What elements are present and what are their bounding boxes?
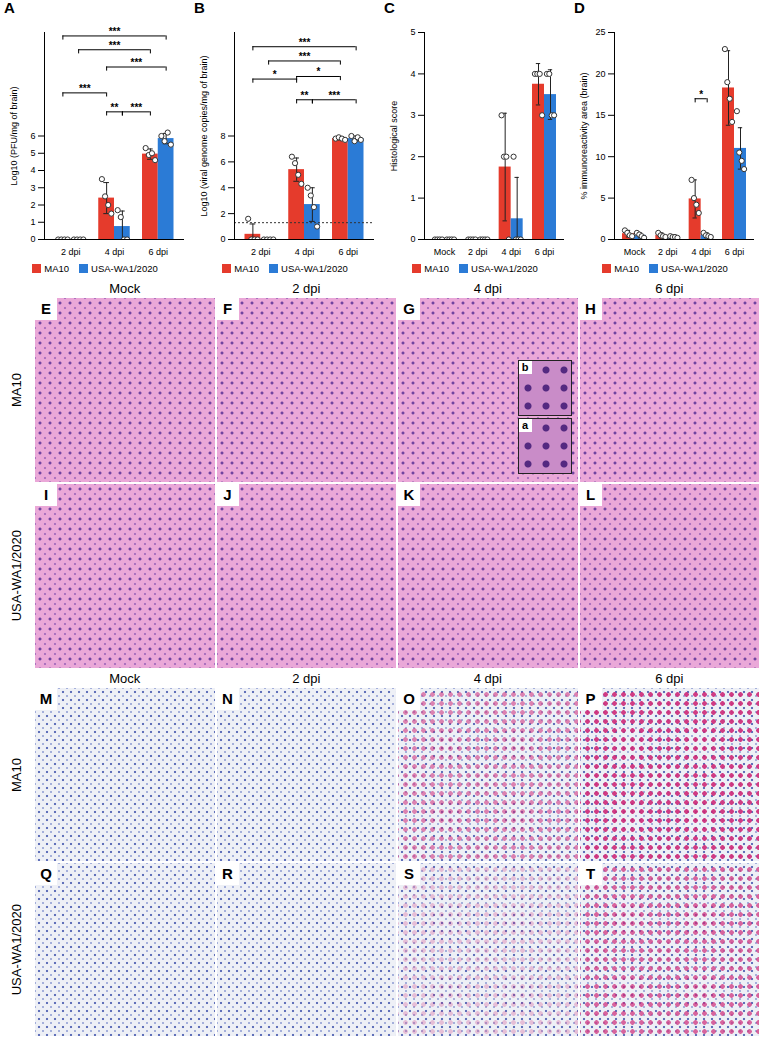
html-text:MA10: MA10 <box>614 263 639 274</box>
svg-text:Histological score: Histological score <box>389 101 399 172</box>
svg-text:6: 6 <box>220 157 225 167</box>
html-text:T: T <box>585 865 596 882</box>
html-text:2 dpi: 2 dpi <box>292 281 321 296</box>
svg-text:3: 3 <box>30 183 35 193</box>
svg-text:***: *** <box>131 57 143 68</box>
svg-text:0: 0 <box>600 234 605 244</box>
html-text:I: I <box>43 486 49 503</box>
svg-text:3: 3 <box>410 110 415 120</box>
html-text:H: H <box>585 300 596 317</box>
svg-text:*: * <box>699 89 703 100</box>
html-text:USA-WA1/2020: USA-WA1/2020 <box>91 263 158 274</box>
svg-text:Log10 (PFU/mg of brain): Log10 (PFU/mg of brain) <box>9 86 19 185</box>
svg-text:Mock: Mock <box>434 247 456 257</box>
html-text:R: R <box>222 865 233 882</box>
html-text:S: S <box>404 865 414 882</box>
html-text:MA10: MA10 <box>234 263 259 274</box>
html-text:A: A <box>4 0 15 16</box>
html-text:Mock: Mock <box>109 281 141 296</box>
svg-text:*: * <box>317 66 321 77</box>
svg-text:*: * <box>273 69 277 80</box>
svg-text:0: 0 <box>220 234 225 244</box>
svg-text:10: 10 <box>595 152 605 162</box>
svg-text:***: *** <box>328 90 340 101</box>
html-text:USA-WA1/2020: USA-WA1/2020 <box>8 530 24 622</box>
html-text:MA10: MA10 <box>424 263 449 274</box>
html-text:MA10: MA10 <box>44 263 69 274</box>
html-text:MA10: MA10 <box>8 757 24 792</box>
svg-text:***: *** <box>299 51 311 62</box>
svg-text:6: 6 <box>30 131 35 141</box>
svg-text:**: ** <box>301 90 309 101</box>
html-text:MA10: MA10 <box>8 373 24 407</box>
svg-text:Log10 (viral genome copies/mg: Log10 (viral genome copies/mg of brain) <box>199 55 209 216</box>
svg-text:8: 8 <box>220 131 225 141</box>
svg-text:***: *** <box>109 40 121 51</box>
html-text:M: M <box>39 690 53 707</box>
svg-text:2: 2 <box>30 200 35 210</box>
svg-text:0: 0 <box>30 234 35 244</box>
svg-text:***: *** <box>109 26 121 37</box>
svg-text:6 dpi: 6 dpi <box>338 247 358 257</box>
svg-text:1: 1 <box>30 217 35 227</box>
svg-text:5: 5 <box>30 148 35 158</box>
html-text:USA-WA1/2020: USA-WA1/2020 <box>661 263 728 274</box>
html-text:F: F <box>222 300 233 317</box>
html-text:USA-WA1/2020: USA-WA1/2020 <box>471 263 538 274</box>
svg-text:Mock: Mock <box>624 247 646 257</box>
html-text:N: N <box>222 690 233 707</box>
svg-text:2 dpi: 2 dpi <box>251 247 271 257</box>
svg-text:***: *** <box>79 83 91 94</box>
svg-text:2: 2 <box>220 209 225 219</box>
svg-text:20: 20 <box>595 69 605 79</box>
html-text:USA-WA1/2020: USA-WA1/2020 <box>8 903 24 996</box>
html-text:4 dpi: 4 dpi <box>473 671 502 686</box>
svg-text:4: 4 <box>410 69 415 79</box>
html-text:4 dpi: 4 dpi <box>473 281 502 296</box>
html-text:B: B <box>194 0 205 16</box>
html-text:D: D <box>574 0 585 16</box>
html-text:b: b <box>521 361 529 373</box>
html-text:O: O <box>403 690 415 707</box>
svg-text:***: *** <box>299 37 311 48</box>
svg-text:4: 4 <box>220 183 225 193</box>
svg-text:6 dpi: 6 dpi <box>535 247 555 257</box>
svg-text:2: 2 <box>410 152 415 162</box>
html-text:G: G <box>403 300 415 317</box>
svg-text:4 dpi: 4 dpi <box>295 247 315 257</box>
html-text:J: J <box>223 486 232 503</box>
svg-text:0: 0 <box>410 234 415 244</box>
svg-text:6 dpi: 6 dpi <box>148 247 168 257</box>
html-text:P: P <box>585 690 596 707</box>
svg-text:15: 15 <box>595 110 605 120</box>
html-text:6 dpi: 6 dpi <box>655 671 684 686</box>
svg-text:4 dpi: 4 dpi <box>691 247 711 257</box>
html-text:E: E <box>41 300 51 317</box>
svg-text:1: 1 <box>410 193 415 203</box>
svg-text:5: 5 <box>410 27 415 37</box>
svg-text:**: ** <box>111 102 119 113</box>
html-text:a: a <box>521 419 529 431</box>
svg-text:2 dpi: 2 dpi <box>658 247 678 257</box>
html-text:C: C <box>384 0 395 16</box>
svg-text:25: 25 <box>595 27 605 37</box>
html-text:Q: Q <box>40 865 52 882</box>
svg-text:5: 5 <box>600 193 605 203</box>
svg-text:4 dpi: 4 dpi <box>105 247 125 257</box>
svg-text:% immunoreactivity area (brain: % immunoreactivity area (brain) <box>579 72 589 199</box>
html-text:L: L <box>585 486 596 503</box>
svg-text:***: *** <box>131 102 143 113</box>
html-text:Mock: Mock <box>109 671 141 686</box>
svg-text:2 dpi: 2 dpi <box>468 247 488 257</box>
html-text:USA-WA1/2020: USA-WA1/2020 <box>281 263 348 274</box>
svg-text:6 dpi: 6 dpi <box>725 247 745 257</box>
svg-text:2 dpi: 2 dpi <box>61 247 81 257</box>
svg-text:4 dpi: 4 dpi <box>501 247 521 257</box>
svg-text:4: 4 <box>30 165 35 175</box>
html-text:6 dpi: 6 dpi <box>655 281 684 296</box>
html-text:2 dpi: 2 dpi <box>292 671 321 686</box>
html-text:K: K <box>403 486 415 503</box>
